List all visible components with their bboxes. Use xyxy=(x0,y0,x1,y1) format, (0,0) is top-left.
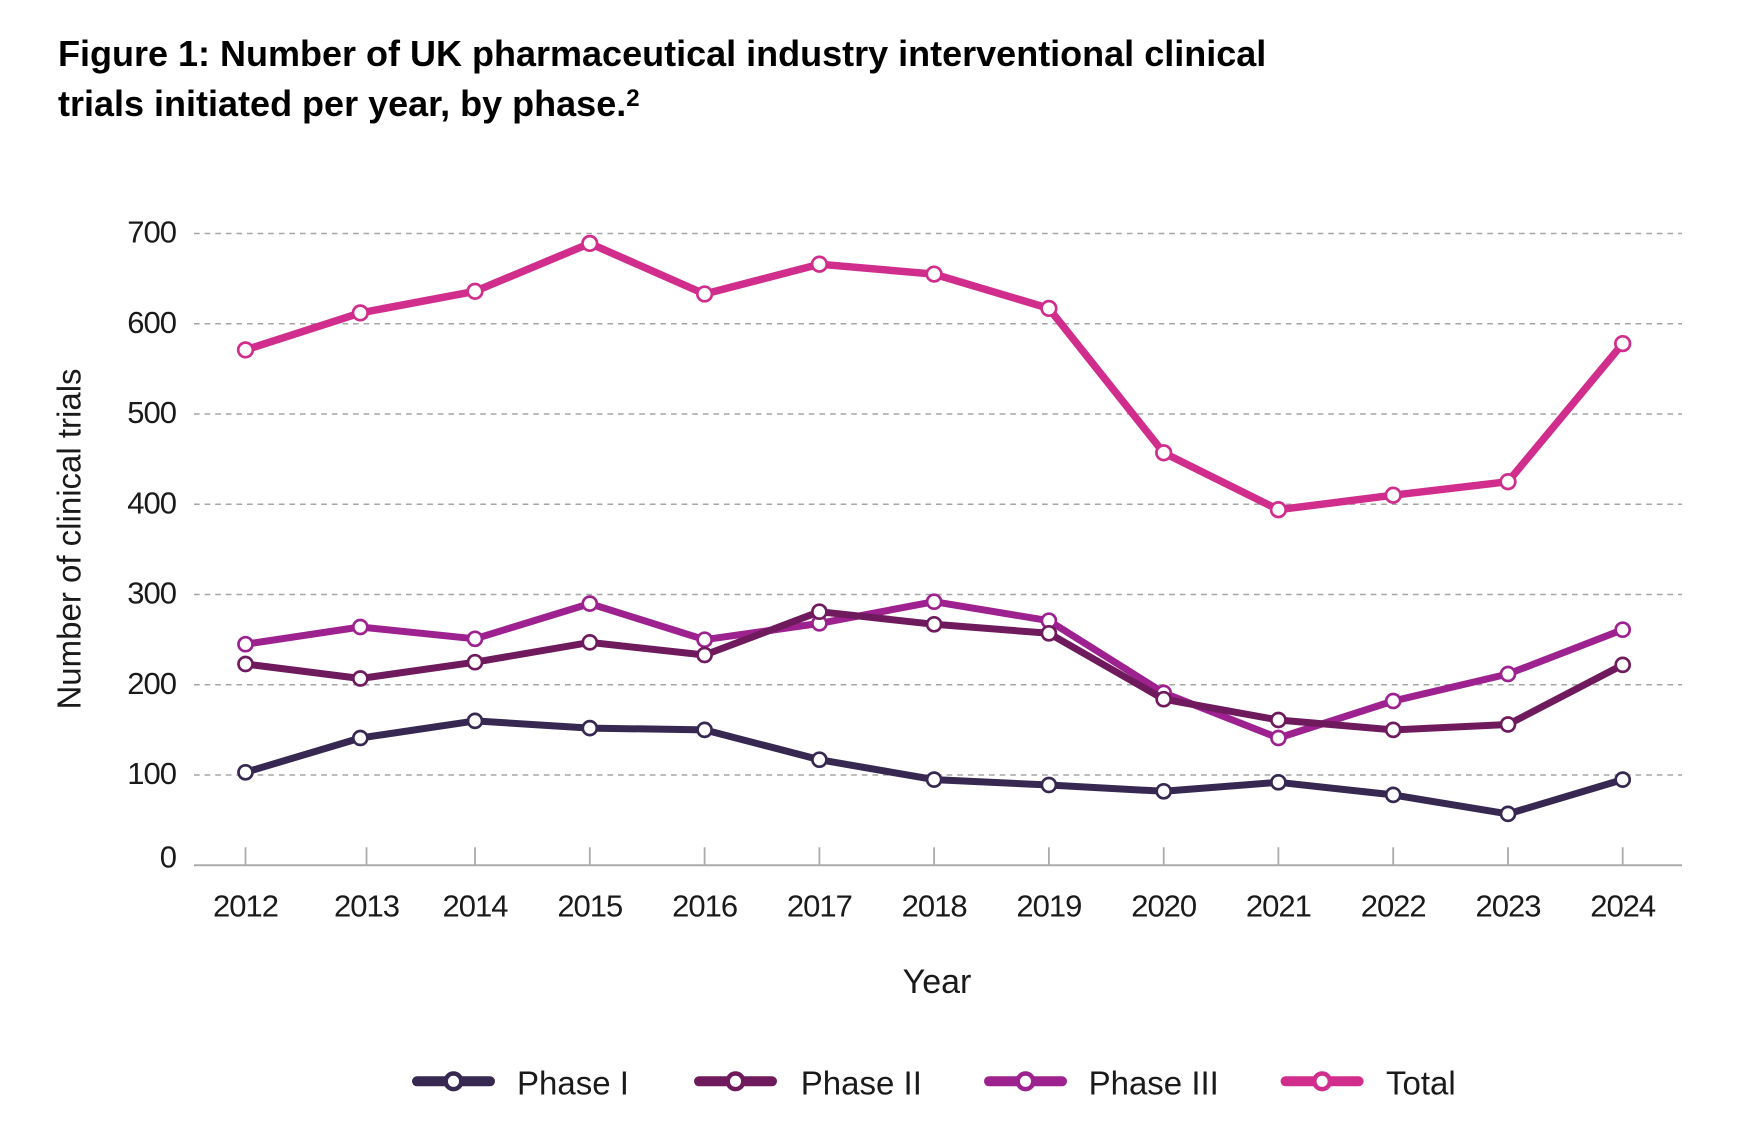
svg-text:300: 300 xyxy=(127,576,176,611)
svg-text:500: 500 xyxy=(127,395,176,430)
svg-text:2015: 2015 xyxy=(557,889,622,924)
svg-text:2017: 2017 xyxy=(787,889,852,924)
svg-text:Phase III: Phase III xyxy=(1089,1065,1219,1102)
svg-text:600: 600 xyxy=(127,305,176,340)
svg-text:400: 400 xyxy=(127,485,176,520)
svg-text:2012: 2012 xyxy=(213,889,278,924)
svg-text:Total: Total xyxy=(1386,1065,1456,1102)
svg-text:0: 0 xyxy=(160,840,177,875)
svg-text:Phase II: Phase II xyxy=(801,1065,922,1102)
svg-text:Year: Year xyxy=(903,963,972,1001)
svg-text:2023: 2023 xyxy=(1476,889,1541,924)
svg-text:2013: 2013 xyxy=(334,889,399,924)
svg-text:2019: 2019 xyxy=(1016,889,1081,924)
svg-text:100: 100 xyxy=(127,756,176,791)
svg-text:700: 700 xyxy=(127,215,176,250)
svg-text:trials initiated per year, by: trials initiated per year, by phase.2 xyxy=(58,83,640,124)
svg-text:Phase I: Phase I xyxy=(517,1065,629,1102)
svg-text:2024: 2024 xyxy=(1590,889,1656,924)
svg-text:2016: 2016 xyxy=(672,889,737,924)
svg-text:2014: 2014 xyxy=(443,889,509,924)
svg-text:Number of clinical trials: Number of clinical trials xyxy=(51,368,88,709)
svg-text:2020: 2020 xyxy=(1131,889,1197,924)
svg-text:2021: 2021 xyxy=(1246,889,1311,924)
svg-text:Figure 1: Number of UK pharmac: Figure 1: Number of UK pharmaceutical in… xyxy=(58,33,1266,74)
svg-text:2018: 2018 xyxy=(902,889,967,924)
svg-text:2022: 2022 xyxy=(1361,889,1426,924)
svg-text:200: 200 xyxy=(127,666,176,701)
